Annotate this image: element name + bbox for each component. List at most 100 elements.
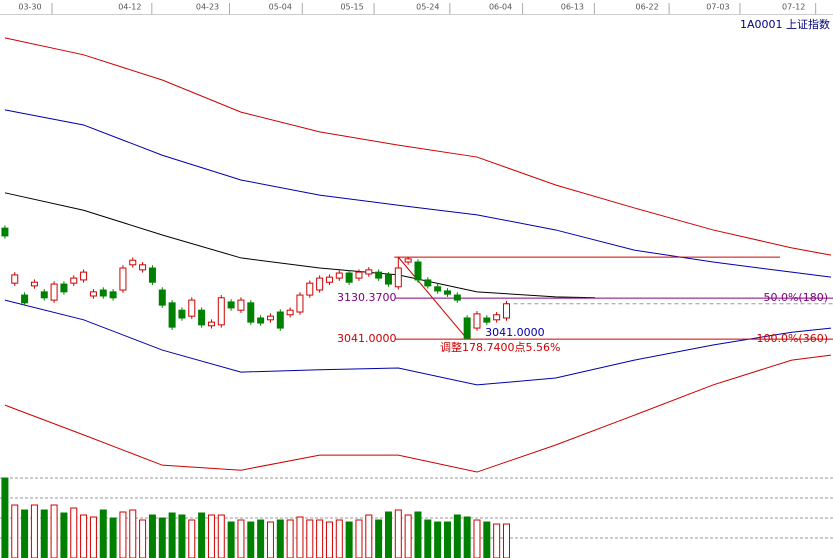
candle-body [40, 291, 48, 299]
volume-bar [227, 521, 235, 558]
candle-body [384, 274, 392, 285]
candle-body [355, 271, 363, 279]
candle-body [207, 321, 215, 327]
volume-bar [109, 517, 117, 558]
volume-bar [276, 519, 284, 558]
volume-bar [434, 521, 442, 558]
candle-body [434, 286, 442, 292]
band-line [4, 299, 832, 386]
candle-body [375, 271, 383, 279]
candle-body [443, 290, 451, 295]
x-tick-label: 06-04 [489, 3, 512, 12]
candle-body [365, 269, 373, 275]
candle-body [394, 267, 402, 288]
volume-bar [493, 523, 501, 558]
volume-bar [99, 509, 107, 558]
volume-bar [168, 512, 176, 558]
volume-bar [70, 507, 78, 558]
volume-bar [414, 511, 422, 558]
candle-body [60, 283, 68, 293]
volume-bar [257, 519, 265, 558]
volume-bar [60, 512, 68, 558]
candle-body [286, 309, 294, 316]
volume-bar [463, 516, 471, 558]
volume-bar [139, 519, 147, 558]
candle-body [335, 272, 343, 279]
candle-body [119, 267, 127, 291]
x-tick-label: 07-03 [706, 3, 729, 12]
candle-body [296, 294, 304, 313]
candle-body [247, 302, 255, 323]
candle-body [217, 297, 225, 326]
band-line [4, 109, 832, 278]
x-tick-label: 07-12 [782, 3, 805, 12]
volume-bar [1, 477, 9, 558]
volume-bar [443, 521, 451, 558]
volume-bar [394, 509, 402, 558]
candle-body [11, 274, 19, 284]
candle-body [345, 272, 353, 283]
volume-bar [158, 517, 166, 558]
volume-bar [296, 516, 304, 558]
candle-body [473, 313, 481, 329]
candle-body [1, 227, 9, 237]
volume-bar [453, 514, 461, 558]
volume-bar [335, 519, 343, 558]
candle-body [237, 299, 245, 311]
candle-body [414, 261, 422, 281]
volume-bar [21, 509, 29, 558]
volume-bar [375, 519, 383, 558]
volume-bar [237, 519, 245, 558]
candle-body [493, 314, 501, 321]
fib-mid-ratio: 50.0%(180) [763, 291, 828, 304]
candle-body [483, 317, 491, 323]
volume-bar [198, 512, 206, 558]
x-tick-label: 06-22 [635, 3, 658, 12]
volume-bar [473, 519, 481, 558]
volume-bar [404, 514, 412, 558]
low-point-label: 3041.0000 [485, 326, 545, 339]
volume-bar [325, 521, 333, 558]
volume-bar [266, 521, 274, 558]
candle-body [325, 276, 333, 283]
volume-bar [365, 514, 373, 558]
candle-body [109, 291, 117, 299]
candle-body [227, 301, 235, 309]
candle-body [257, 317, 265, 324]
volume-bar [217, 514, 225, 558]
volume-bar [355, 519, 363, 558]
volume-bar [178, 514, 186, 558]
x-tick-label: 05-15 [340, 3, 363, 12]
candle-body [158, 289, 166, 306]
range-label: 调整178.7400点5.56% [440, 340, 560, 354]
candle-body [99, 289, 107, 297]
x-tick-label: 05-04 [269, 3, 292, 12]
volume-bar [30, 504, 38, 558]
fib-low-label: 3041.0000 [337, 332, 397, 345]
candle-body [30, 281, 38, 287]
volume-bar [50, 504, 58, 558]
volume-bar [345, 521, 353, 558]
candle-body [188, 299, 196, 317]
candle-body [316, 277, 324, 291]
candle-body [129, 259, 137, 266]
candle-body [70, 277, 78, 284]
volume-bar [40, 509, 48, 558]
volume-bar [80, 514, 88, 558]
volume-bar [306, 519, 314, 558]
volume-bar [129, 509, 137, 558]
candle-body [80, 271, 88, 281]
candle-body [21, 294, 29, 304]
volume-bar [502, 523, 510, 558]
x-tick-label: 03-30 [18, 3, 41, 12]
candle-body [306, 282, 314, 296]
candle-body [424, 279, 432, 287]
volume-bar [483, 521, 491, 558]
candle-body [139, 264, 147, 271]
candle-body [266, 315, 274, 321]
x-tick-label: 04-12 [118, 3, 141, 12]
candle-body [463, 317, 471, 339]
candle-body [198, 309, 206, 326]
candle-body [453, 294, 461, 301]
